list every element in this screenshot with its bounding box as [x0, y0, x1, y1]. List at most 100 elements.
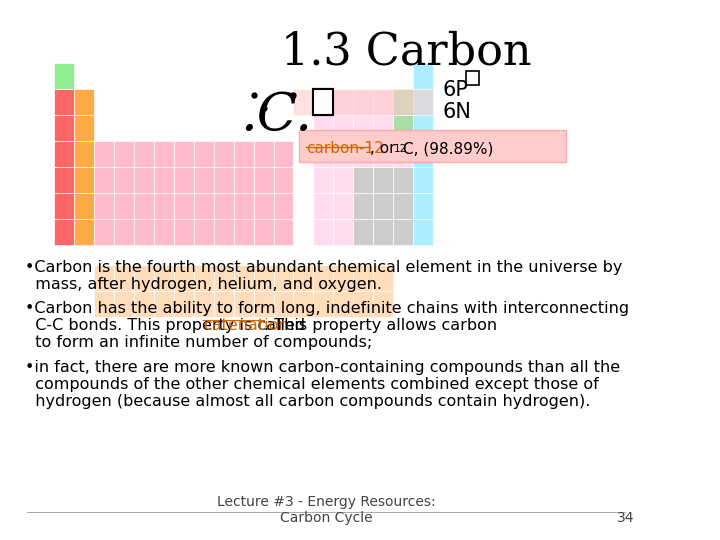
- Bar: [114, 265, 134, 291]
- Bar: [313, 219, 333, 245]
- Bar: [174, 141, 194, 167]
- Bar: [354, 291, 373, 317]
- Bar: [393, 193, 413, 219]
- Bar: [413, 167, 433, 193]
- Bar: [393, 219, 413, 245]
- Bar: [94, 167, 114, 193]
- Bar: [154, 167, 174, 193]
- Bar: [214, 219, 234, 245]
- Bar: [114, 193, 134, 219]
- Bar: [274, 141, 294, 167]
- Bar: [373, 265, 393, 291]
- Bar: [413, 115, 433, 141]
- Bar: [134, 193, 154, 219]
- Bar: [114, 167, 134, 193]
- Bar: [74, 115, 94, 141]
- Bar: [94, 141, 114, 167]
- Bar: [194, 193, 214, 219]
- Bar: [234, 219, 253, 245]
- Bar: [94, 291, 114, 317]
- Bar: [333, 141, 354, 167]
- Bar: [154, 265, 174, 291]
- Bar: [54, 115, 74, 141]
- Bar: [94, 265, 114, 291]
- Text: 1.3 Carbon: 1.3 Carbon: [281, 30, 531, 73]
- Bar: [413, 219, 433, 245]
- Text: catenation: catenation: [203, 318, 289, 333]
- Bar: [134, 265, 154, 291]
- Bar: [413, 193, 433, 219]
- Bar: [393, 193, 413, 219]
- Bar: [134, 219, 154, 245]
- Bar: [413, 141, 433, 167]
- Text: 34: 34: [616, 511, 634, 525]
- Text: mass, after hydrogen, helium, and oxygen.: mass, after hydrogen, helium, and oxygen…: [25, 277, 382, 292]
- Bar: [234, 291, 253, 317]
- Bar: [54, 167, 74, 193]
- Bar: [134, 167, 154, 193]
- Bar: [313, 89, 333, 115]
- Bar: [234, 193, 253, 219]
- Bar: [313, 89, 333, 115]
- Bar: [354, 193, 373, 219]
- Bar: [354, 193, 373, 219]
- Bar: [154, 193, 174, 219]
- Bar: [214, 291, 234, 317]
- Bar: [234, 141, 253, 167]
- Bar: [333, 291, 354, 317]
- Bar: [354, 219, 373, 245]
- Bar: [194, 291, 214, 317]
- Bar: [313, 141, 333, 167]
- Bar: [299, 130, 566, 162]
- Bar: [373, 167, 393, 193]
- Bar: [214, 265, 234, 291]
- Bar: [413, 141, 433, 167]
- Bar: [54, 89, 74, 115]
- Text: 6P: 6P: [442, 80, 468, 100]
- Bar: [214, 141, 234, 167]
- Bar: [194, 141, 214, 167]
- Bar: [154, 141, 174, 167]
- Bar: [413, 193, 433, 219]
- Bar: [313, 265, 333, 291]
- Bar: [194, 219, 214, 245]
- Bar: [274, 193, 294, 219]
- Bar: [234, 167, 253, 193]
- Bar: [174, 167, 194, 193]
- Bar: [174, 291, 194, 317]
- Bar: [74, 141, 94, 167]
- Bar: [74, 193, 94, 219]
- Bar: [294, 291, 313, 317]
- Bar: [114, 219, 134, 245]
- Text: 6N: 6N: [442, 102, 471, 122]
- Bar: [74, 219, 94, 245]
- Bar: [333, 265, 354, 291]
- Bar: [274, 265, 294, 291]
- Text: , or: , or: [369, 141, 400, 156]
- Bar: [253, 219, 274, 245]
- Bar: [313, 167, 333, 193]
- Bar: [333, 193, 354, 219]
- Bar: [393, 115, 413, 141]
- Bar: [354, 219, 373, 245]
- Bar: [393, 89, 413, 115]
- Bar: [114, 291, 134, 317]
- Bar: [174, 265, 194, 291]
- Text: •Carbon is the fourth most abundant chemical element in the universe by: •Carbon is the fourth most abundant chem…: [25, 260, 623, 275]
- Bar: [274, 291, 294, 317]
- Bar: [74, 89, 94, 115]
- Bar: [234, 265, 253, 291]
- Bar: [373, 219, 393, 245]
- Bar: [373, 167, 393, 193]
- Bar: [194, 167, 214, 193]
- Bar: [214, 193, 234, 219]
- Bar: [354, 89, 373, 115]
- Bar: [274, 167, 294, 193]
- Bar: [373, 219, 393, 245]
- Bar: [393, 219, 413, 245]
- Bar: [373, 89, 393, 115]
- Bar: [313, 193, 333, 219]
- Bar: [373, 141, 393, 167]
- Bar: [333, 89, 354, 115]
- Text: carbon-12: carbon-12: [306, 141, 384, 156]
